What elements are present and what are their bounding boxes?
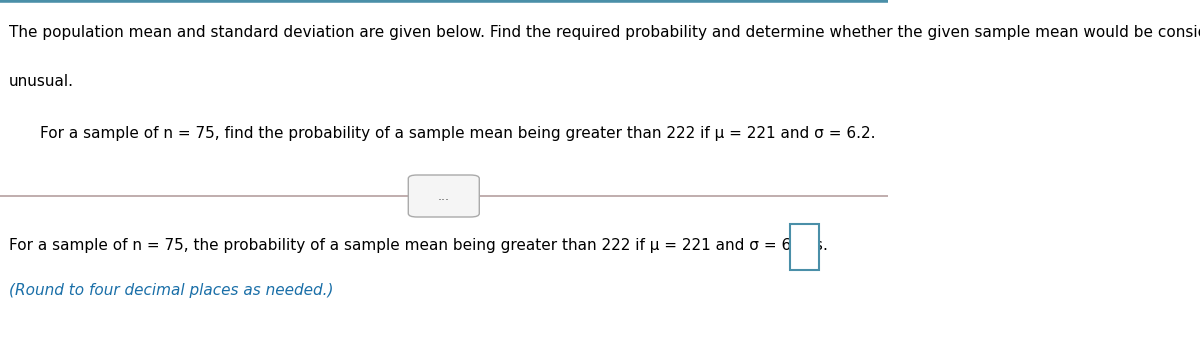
FancyBboxPatch shape	[790, 224, 820, 270]
Text: .: .	[822, 238, 827, 253]
Text: ...: ...	[438, 189, 450, 203]
Text: unusual.: unusual.	[8, 74, 74, 89]
Text: For a sample of n = 75, the probability of a sample mean being greater than 222 : For a sample of n = 75, the probability …	[8, 238, 823, 253]
FancyBboxPatch shape	[408, 175, 479, 217]
Text: The population mean and standard deviation are given below. Find the required pr: The population mean and standard deviati…	[8, 25, 1200, 40]
Text: (Round to four decimal places as needed.): (Round to four decimal places as needed.…	[8, 284, 334, 299]
Text: For a sample of n = 75, find the probability of a sample mean being greater than: For a sample of n = 75, find the probabi…	[40, 126, 876, 141]
